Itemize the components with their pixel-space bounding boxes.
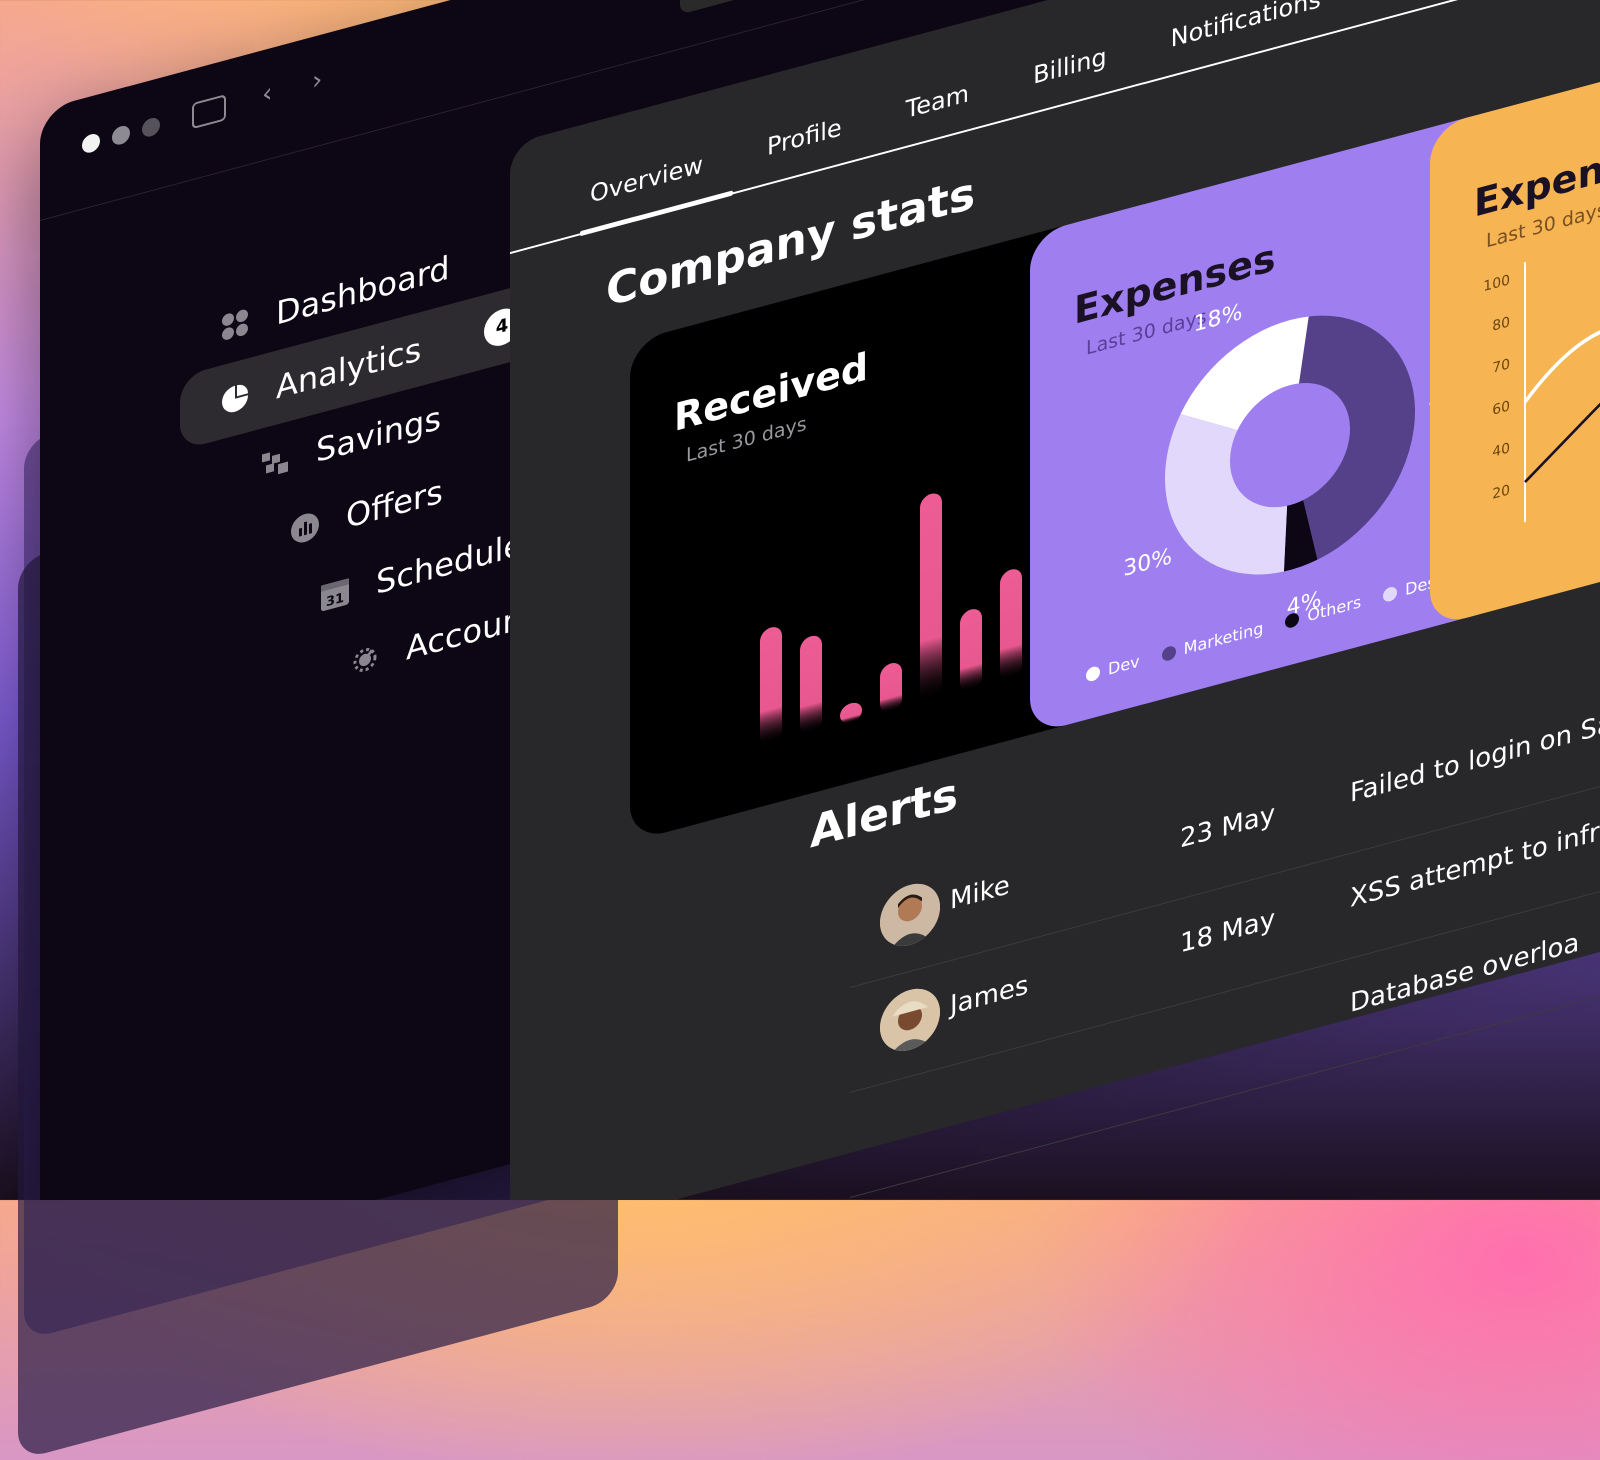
line-series <box>1524 336 1600 484</box>
legend-dot <box>1161 644 1176 662</box>
avatar <box>880 876 940 953</box>
grid-dots-icon <box>220 306 250 344</box>
sidebar-item-dashboard[interactable]: Dashboard <box>180 201 560 377</box>
maximize-window-button[interactable] <box>142 115 160 139</box>
alert-row[interactable]: Mike 23 May Failed to login on Salesf <box>850 615 1600 988</box>
sidebar-item-offers[interactable]: Offers <box>180 423 560 599</box>
y-tick-label: 80 <box>1492 314 1510 334</box>
y-tick-label: 20 <box>1492 482 1510 502</box>
avatar <box>880 981 940 1058</box>
y-tick-label: 100 <box>1483 272 1510 295</box>
pie-chart-icon <box>220 380 250 418</box>
expenses-line-chart: 100 80 70 60 40 20 <box>1483 261 1600 523</box>
calendar-icon-number: 31 <box>326 591 344 611</box>
bar <box>880 662 902 713</box>
pie-slice-dev <box>1180 316 1309 431</box>
tab-billing[interactable]: Billing <box>1033 42 1107 90</box>
pie-slice-label: 18% <box>1193 299 1242 338</box>
sidebar-item-account[interactable]: Account <box>180 571 560 747</box>
y-tick-label: 70 <box>1492 356 1510 376</box>
bar <box>920 493 942 702</box>
bar <box>960 609 982 691</box>
tab-notifications[interactable]: Notifications <box>1170 0 1321 54</box>
sidebar-item-savings[interactable]: Savings <box>180 349 560 525</box>
minimize-window-button[interactable] <box>112 123 130 147</box>
sidebar-nav: Dashboard Analytics 4 Savings Offers 31 <box>180 201 560 747</box>
sidebar-item-label: Offers <box>346 472 443 537</box>
scene: ‹ › + Dashboard Analytics 4 Savings <box>0 0 1600 1200</box>
y-tick-label: 40 <box>1492 440 1510 460</box>
sidebar-item-analytics[interactable]: Analytics 4 <box>180 274 560 451</box>
alert-date: 23 May <box>1180 799 1276 855</box>
alerts-list: Mike 23 May Failed to login on Salesf Ja… <box>850 615 1600 1198</box>
calendar-icon: 31 <box>320 575 350 613</box>
pie-slice-marketing <box>1298 315 1415 560</box>
bar <box>840 702 862 724</box>
chevron-left-icon[interactable]: ‹ <box>262 77 273 111</box>
alert-row[interactable]: James 18 May XSS attempt to infra <box>850 720 1600 1093</box>
bar <box>760 627 782 745</box>
alert-message: Failed to login on Salesf <box>1350 696 1600 809</box>
tab-team[interactable]: Team <box>905 79 970 125</box>
y-tick-label: 60 <box>1492 398 1510 418</box>
legend-dot <box>1086 664 1100 683</box>
pie-slice-design <box>1165 413 1288 575</box>
alert-user-name: James <box>950 970 1029 1022</box>
alert-user-name: Mike <box>950 870 1010 917</box>
tab-overview[interactable]: Overview <box>590 132 703 230</box>
app-window: ‹ › + Dashboard Analytics 4 Savings <box>40 0 1600 1200</box>
bar-circle-icon <box>290 509 320 547</box>
window-controls <box>82 115 160 155</box>
bar <box>1000 569 1022 681</box>
main-content: Overview Profile Team Billing Notificati… <box>510 0 1600 1200</box>
pie-slice-label: 30% <box>1123 543 1172 582</box>
sidebar-item-schedule[interactable]: 31 Schedule <box>180 497 560 673</box>
expenses-line-card[interactable]: Expenses Last 30 days 100 80 70 60 40 20 <box>1430 0 1600 628</box>
legend-dot <box>1383 584 1398 603</box>
gauge-icon <box>350 641 380 679</box>
blocks-icon <box>260 443 290 481</box>
legend-dot <box>1285 611 1300 629</box>
bar <box>800 635 822 734</box>
line-series <box>1523 286 1600 404</box>
close-window-button[interactable] <box>82 131 100 155</box>
alert-date: 18 May <box>1180 904 1276 960</box>
pie-slice-others <box>1283 500 1318 572</box>
sidebar-toggle-icon[interactable] <box>192 94 226 130</box>
chevron-right-icon[interactable]: › <box>312 64 323 98</box>
tab-profile[interactable]: Profile <box>767 113 842 162</box>
